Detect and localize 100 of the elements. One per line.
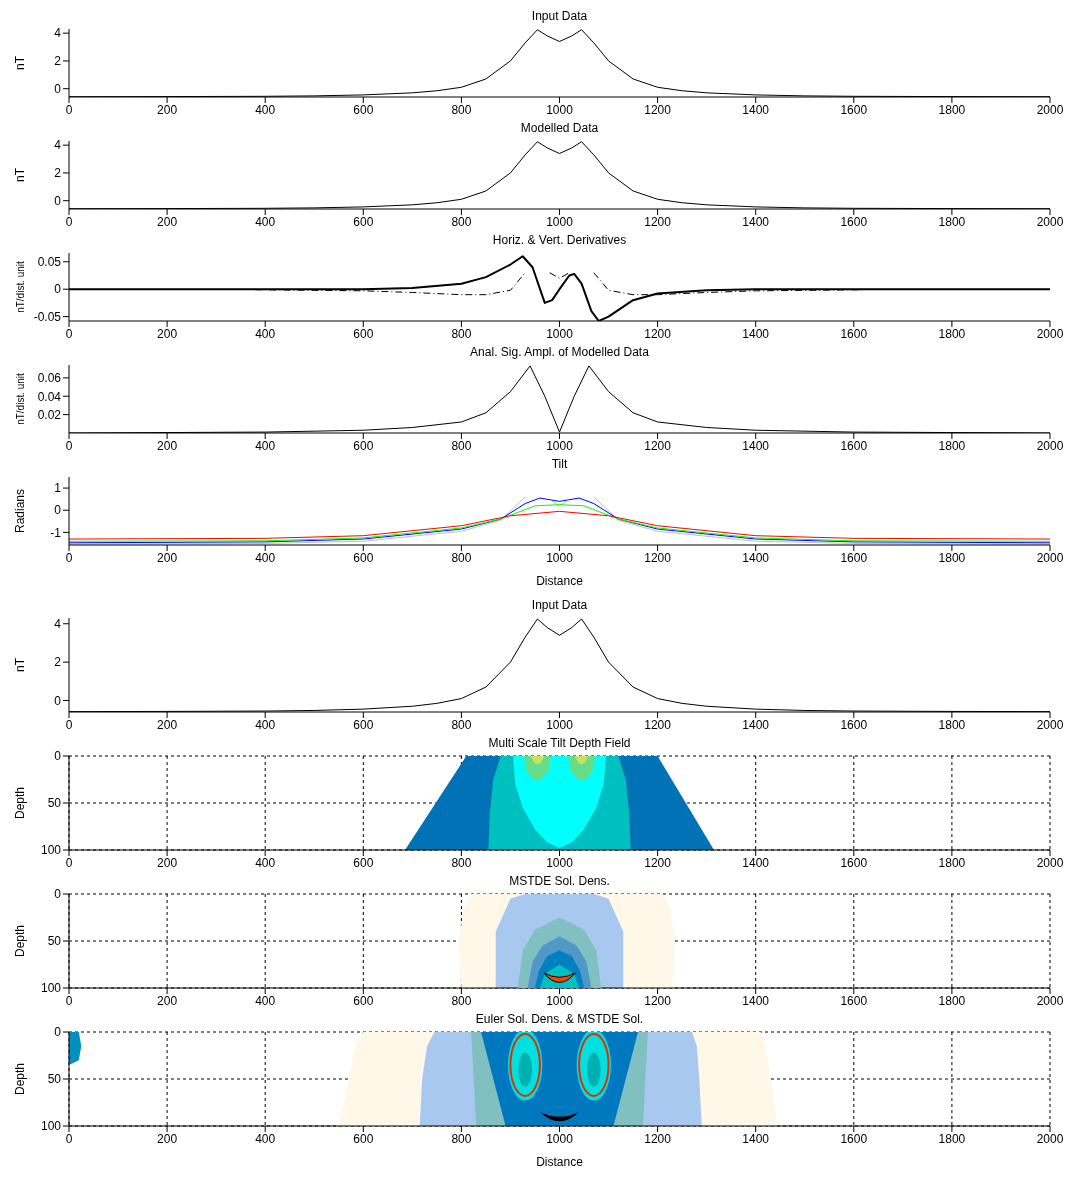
x-tick-label: 200 — [157, 438, 178, 453]
x-tick-label: 1000 — [546, 214, 574, 229]
x-tick-label: 1400 — [742, 717, 770, 732]
chart-title: Input Data — [530, 597, 589, 613]
x-tick-label: 600 — [353, 855, 374, 870]
line-series — [69, 504, 1050, 542]
x-tick-label: 0 — [65, 102, 73, 117]
x-tick-label: 0 — [65, 993, 73, 1008]
x-tick-label: 1600 — [840, 1131, 868, 1146]
x-tick-label: 1400 — [742, 214, 770, 229]
x-tick-label: 2000 — [1036, 717, 1064, 732]
x-tick-label: 1400 — [742, 1131, 770, 1146]
x-tick-label: 200 — [157, 214, 178, 229]
x-tick-label: 1600 — [840, 438, 868, 453]
chart-title: Anal. Sig. Ampl. of Modelled Data — [469, 344, 650, 360]
chart-title: Modelled Data — [519, 120, 600, 136]
x-tick-label: 1400 — [742, 550, 770, 565]
y-tick-label: 50 — [47, 934, 62, 949]
y-tick-label: 100 — [40, 1119, 62, 1134]
x-tick-label: 1800 — [938, 438, 966, 453]
chart-title: Input Data — [530, 8, 589, 24]
x-tick-label: 200 — [157, 550, 178, 565]
y-tick-label: 2 — [54, 655, 62, 670]
x-tick-label: 2000 — [1036, 326, 1064, 341]
x-tick-label: 1200 — [644, 717, 672, 732]
x-tick-label: 1600 — [840, 102, 868, 117]
x-tick-label: 800 — [451, 717, 472, 732]
x-tick-label: 200 — [157, 102, 178, 117]
x-tick-label: 0 — [65, 1131, 73, 1146]
x-tick-label: 2000 — [1036, 550, 1064, 565]
x-tick-label: 600 — [353, 438, 374, 453]
x-axis-title: Distance — [536, 1155, 584, 1169]
x-tick-label: 1600 — [840, 993, 868, 1008]
y-tick-label: 4 — [54, 138, 62, 153]
x-tick-label: 1000 — [546, 438, 574, 453]
x-tick-label: 1800 — [938, 855, 966, 870]
x-tick-label: 0 — [65, 717, 73, 732]
x-tick-label: 1200 — [644, 550, 672, 565]
y-tick-label: 4 — [54, 26, 62, 41]
y-tick-label: -0.05 — [33, 309, 62, 324]
x-tick-label: 1000 — [546, 993, 574, 1008]
x-tick-label: 400 — [255, 438, 276, 453]
x-tick-label: 800 — [451, 855, 472, 870]
x-tick-label: 2000 — [1036, 855, 1064, 870]
y-axis-title: Depth — [13, 786, 28, 820]
y-tick-label: 1 — [54, 481, 62, 496]
x-tick-label: 1800 — [938, 214, 966, 229]
y-tick-label: 4 — [54, 617, 62, 632]
y-tick-label: 0 — [54, 1025, 62, 1040]
x-tick-label: 600 — [353, 717, 374, 732]
x-tick-label: 600 — [353, 214, 374, 229]
x-tick-label: 600 — [353, 550, 374, 565]
y-axis-title: nT — [13, 657, 28, 673]
chart-title: MSTDE Sol. Dens. — [508, 873, 611, 889]
x-tick-label: 1000 — [546, 550, 574, 565]
x-tick-label: 1800 — [938, 326, 966, 341]
x-tick-label: 1600 — [840, 214, 868, 229]
x-tick-label: 1200 — [644, 326, 672, 341]
y-axis-title: Depth — [13, 924, 28, 958]
y-tick-label: 100 — [40, 981, 62, 996]
x-tick-label: 0 — [65, 326, 73, 341]
x-tick-label: 1400 — [742, 326, 770, 341]
chart-title: Tilt — [550, 456, 569, 472]
x-tick-label: 0 — [65, 550, 73, 565]
y-tick-label: 0 — [54, 887, 62, 902]
x-tick-label: 2000 — [1036, 1131, 1064, 1146]
x-tick-label: 1200 — [644, 993, 672, 1008]
y-axis-title: Depth — [13, 1062, 28, 1096]
y-tick-label: -1 — [50, 525, 62, 540]
x-tick-label: 400 — [255, 102, 276, 117]
x-tick-label: 1800 — [938, 993, 966, 1008]
y-axis-title: nT/dist. unit — [14, 260, 26, 313]
x-tick-label: 2000 — [1036, 438, 1064, 453]
x-tick-label: 1200 — [644, 102, 672, 117]
x-tick-label: 1800 — [938, 717, 966, 732]
x-tick-label: 1800 — [938, 1131, 966, 1146]
chart-title: Euler Sol. Dens. & MSTDE Sol. — [474, 1011, 645, 1027]
x-tick-label: 600 — [353, 1131, 374, 1146]
chart-title: Multi Scale Tilt Depth Field — [487, 735, 632, 751]
x-tick-label: 200 — [157, 1131, 178, 1146]
y-tick-label: 0 — [54, 282, 62, 297]
x-tick-label: 800 — [451, 326, 472, 341]
x-tick-label: 400 — [255, 326, 276, 341]
x-tick-label: 1000 — [546, 326, 574, 341]
x-tick-label: 0 — [65, 214, 73, 229]
x-tick-label: 800 — [451, 102, 472, 117]
x-tick-label: 1200 — [644, 1131, 672, 1146]
x-tick-label: 1400 — [742, 993, 770, 1008]
line-series — [69, 510, 1050, 540]
x-tick-label: 200 — [157, 855, 178, 870]
x-tick-label: 800 — [451, 1131, 472, 1146]
y-tick-label: 0.02 — [37, 407, 62, 422]
x-tick-label: 400 — [255, 855, 276, 870]
x-tick-label: 400 — [255, 214, 276, 229]
y-tick-label: 0 — [54, 749, 62, 764]
x-tick-label: 2000 — [1036, 102, 1064, 117]
x-tick-label: 1200 — [644, 855, 672, 870]
x-tick-label: 1600 — [840, 717, 868, 732]
chart-title: Horiz. & Vert. Derivatives — [491, 232, 628, 248]
x-tick-label: 200 — [157, 993, 178, 1008]
